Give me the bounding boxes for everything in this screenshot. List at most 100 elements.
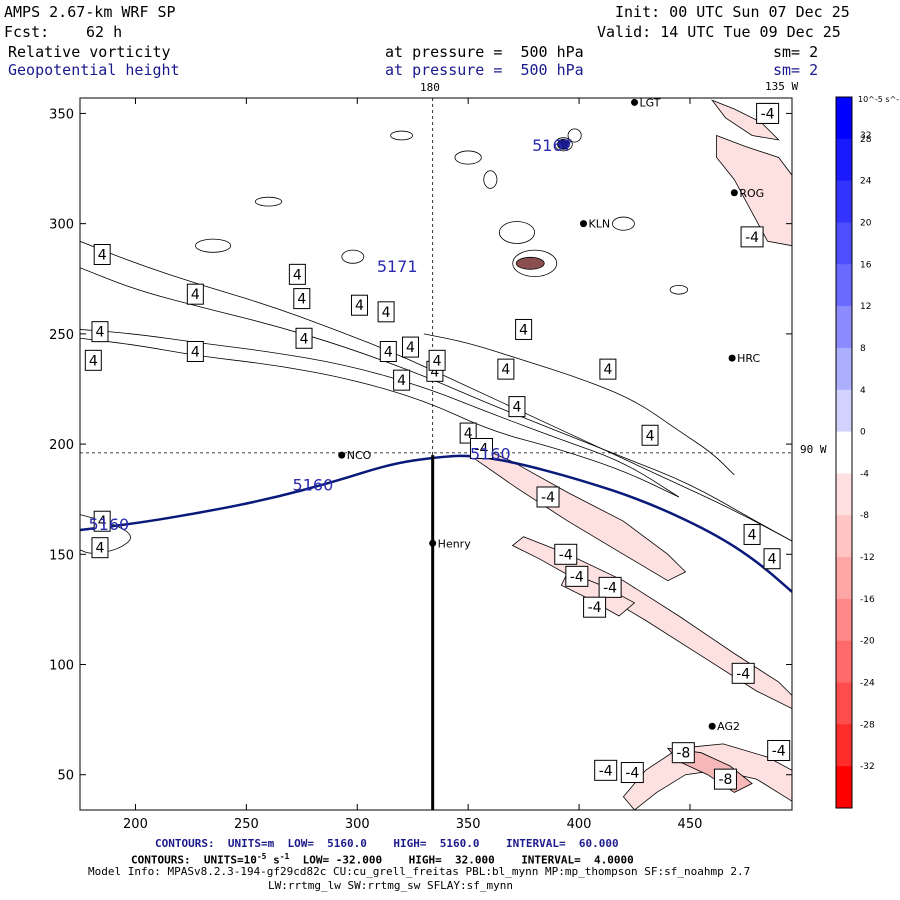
station-dot (730, 189, 738, 197)
colorbar-label: -12 (860, 553, 875, 563)
height-contour-info: CONTOURS: UNITS=m LOW= 5160.0 HIGH= 5160… (155, 838, 619, 850)
vorticity-label-text: -4 (736, 666, 750, 682)
station-label: AG2 (717, 720, 740, 733)
colorbar-label: -4 (860, 469, 869, 479)
vorticity-label-text: -4 (745, 230, 759, 246)
x-tick-label: 350 (456, 817, 481, 832)
vorticity-label-box (594, 759, 618, 781)
vorticity-label-box (583, 596, 607, 618)
height-label: 5171 (377, 257, 418, 276)
vorticity-label-box (428, 349, 446, 371)
vorticity-label-text: -8 (718, 772, 732, 788)
model-info: Model Info: MPASv8.2.3-194-gf29cd82c CU:… (88, 865, 751, 878)
vorticity-label-box (401, 336, 419, 358)
height-contour-high: HIGH= 5160.0 (393, 837, 480, 850)
colorbar-label: 20 (860, 218, 872, 228)
vorticity-label-box (536, 486, 560, 508)
vorticity-label: 4 (508, 396, 526, 418)
vort-contour-s: s (266, 853, 280, 867)
vorticity-cell (669, 284, 689, 295)
vorticity-label-box (731, 662, 755, 684)
vorticity-label-text: 4 (96, 541, 105, 557)
vorticity-label-text: 4 (96, 325, 105, 341)
vorticity-label: -4 (594, 759, 618, 781)
vorticity-label: 4 (293, 288, 311, 310)
vorticity-cell (612, 216, 635, 231)
colorbar-swatch (836, 473, 852, 516)
height-contour-5160 (80, 454, 792, 593)
station-dot (631, 98, 639, 106)
colorbar-label: 16 (860, 260, 872, 270)
vorticity-label-box (350, 294, 368, 316)
forecast-label: Fcst: (4, 23, 50, 41)
vorticity-label: 4 (295, 327, 313, 349)
vorticity-label-text: 4 (519, 322, 528, 338)
height-label: 5160 (470, 445, 511, 464)
vorticity-cell (195, 238, 232, 253)
vorticity-label: -4 (536, 486, 560, 508)
height-contours (80, 454, 792, 593)
colorbar-label: 24 (860, 177, 872, 187)
colorbar-label: 28 (860, 135, 872, 145)
vorticity-label-text: -4 (772, 743, 786, 759)
colorbar-label: -8 (860, 511, 869, 521)
vorticity-label-box (469, 437, 493, 459)
vorticity-label-box (84, 349, 102, 371)
vorticity-cell (254, 196, 283, 207)
station-dot (429, 539, 437, 547)
x-tick-label: 450 (678, 817, 703, 832)
colorbar-label: 12 (860, 302, 871, 312)
height-label: 5167 (532, 136, 573, 155)
vorticity-label: -4 (469, 437, 493, 459)
height-labels: 5160 5160 5160 5171 5167 (88, 136, 572, 534)
vorticity-label-text: 4 (433, 353, 442, 369)
x-tick-label: 200 (123, 817, 148, 832)
vorticity-label: 4 (379, 340, 397, 362)
vorticity-contour-line (80, 240, 792, 542)
field-height: Geopotential height (8, 61, 180, 79)
forecast-hour: 62 h (86, 23, 123, 41)
colorbar-swatch (836, 138, 852, 182)
vorticity-label-box (620, 762, 644, 784)
vorticity-label: 4 (288, 263, 306, 285)
vorticity-label: -4 (565, 565, 589, 587)
colorbar-swatch (836, 264, 852, 307)
vorticity-contour-line (423, 333, 735, 476)
vorticity-label-box (740, 226, 764, 248)
level-vorticity: at pressure = 500 hPa (385, 43, 584, 61)
vort-contour-low: LOW= -32.000 (289, 853, 383, 867)
colorbar-swatch (836, 222, 852, 265)
colorbar-unit: 10^-5 s^-1 (858, 95, 900, 104)
vorticity-band (716, 134, 792, 247)
colorbar-label: -28 (860, 720, 875, 730)
vorticity-label-box (671, 742, 695, 764)
vort-contour-interval: INTERVAL= 4.0000 (521, 853, 634, 867)
vorticity-label-box (713, 768, 737, 790)
vorticity-label-box (554, 543, 578, 565)
vorticity-label-text: -4 (599, 763, 613, 779)
vorticity-label: -4 (740, 226, 764, 248)
vorticity-cell (512, 249, 558, 277)
vorticity-label-text: -4 (603, 580, 617, 596)
vorticity-label-text: 4 (464, 426, 473, 442)
station-label: LGT (640, 96, 661, 109)
vort-contour-high: HIGH= 32.000 (408, 853, 495, 867)
vorticity-label: 4 (497, 358, 515, 380)
vorticity-cell (341, 249, 365, 264)
colorbar-swatch (836, 724, 852, 767)
vorticity-labels: 44444444444444444444444444-4-4-4-4-4-4-4… (84, 102, 791, 790)
vorticity-label-box (641, 424, 659, 446)
model-info-2: LW:rrtmg_lw SW:rrtmg_sw SFLAY:sf_mynn (268, 879, 514, 892)
vorticity-contour-info: CONTOURS: UNITS=10-5 s-1 LOW= -32.000 HI… (131, 851, 634, 867)
vorticity-label: 4 (84, 349, 102, 371)
vorticity-cell (498, 221, 535, 244)
vorticity-label-text: 4 (355, 298, 364, 314)
vorticity-label-text: -4 (559, 547, 573, 563)
vorticity-label: 4 (401, 336, 419, 358)
x-tick-label: 400 (567, 817, 592, 832)
vort-contour-exp: -5 (256, 852, 267, 861)
vorticity-label: -4 (620, 762, 644, 784)
y-tick-label: 300 (49, 218, 74, 233)
colorbar-swatch (836, 180, 852, 223)
